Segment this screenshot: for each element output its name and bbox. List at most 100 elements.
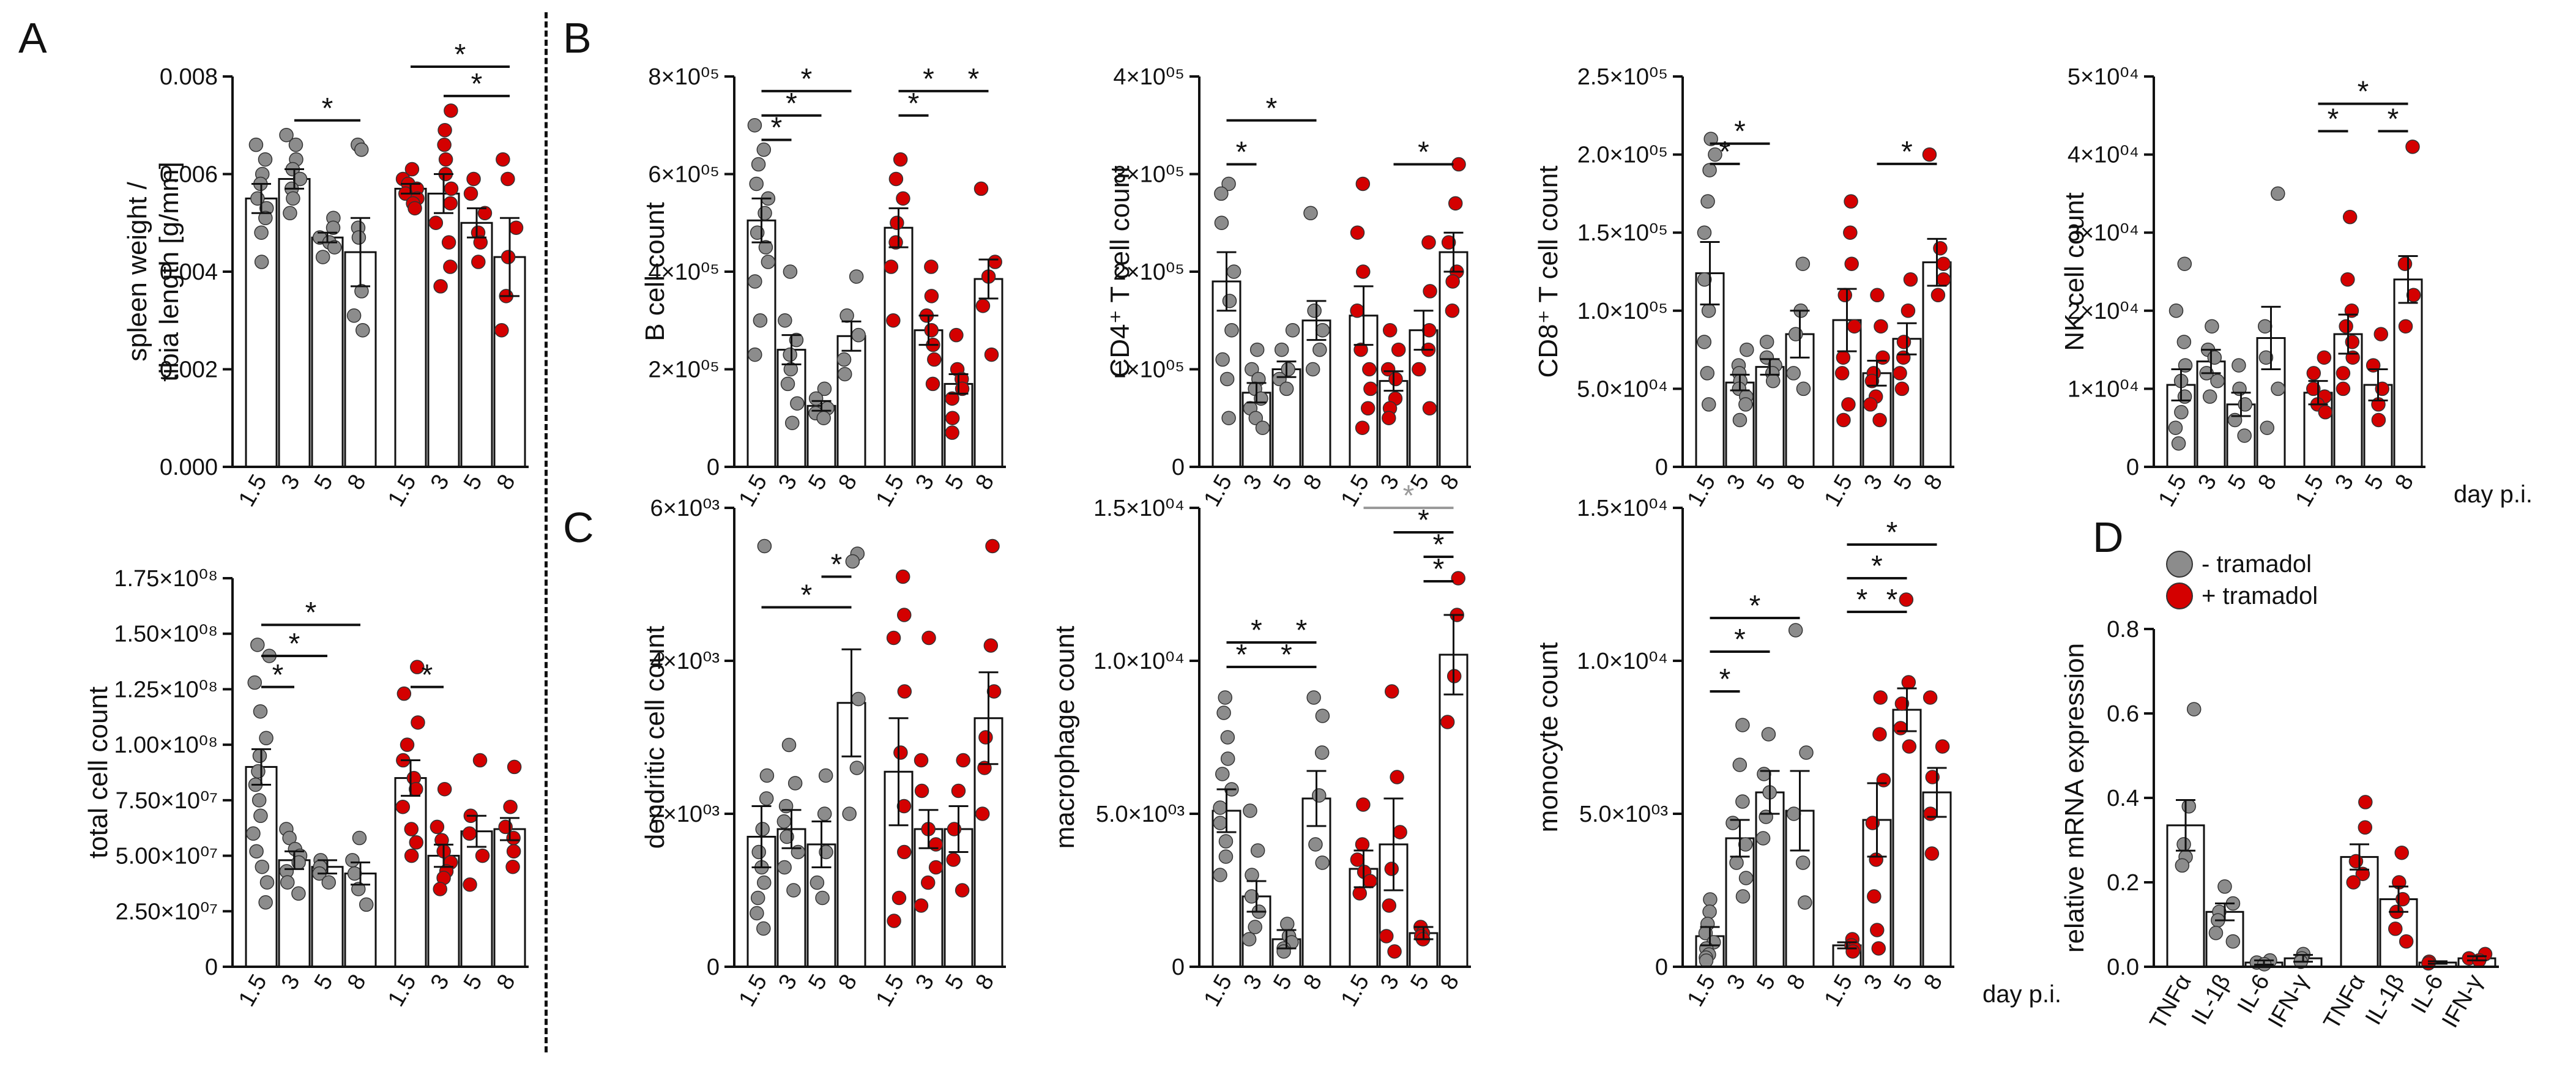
significance-star: * bbox=[1886, 516, 1898, 549]
bar bbox=[394, 187, 427, 468]
data-point bbox=[2358, 820, 2373, 835]
data-point bbox=[1360, 401, 1375, 416]
data-point bbox=[1315, 709, 1330, 723]
data-point bbox=[1923, 690, 1938, 705]
data-point bbox=[1847, 319, 1862, 334]
legend-swatch-red bbox=[2166, 583, 2193, 609]
data-point bbox=[345, 853, 360, 868]
data-point bbox=[1315, 322, 1330, 338]
data-point bbox=[1729, 855, 1744, 870]
data-point bbox=[1355, 176, 1371, 192]
data-point bbox=[1844, 194, 1858, 209]
x-tick-label: 3 bbox=[773, 970, 802, 994]
data-point bbox=[496, 152, 510, 167]
data-point bbox=[503, 799, 518, 814]
data-point bbox=[1382, 322, 1398, 338]
data-point bbox=[1220, 751, 1235, 766]
data-point bbox=[1388, 371, 1403, 387]
data-point bbox=[1218, 849, 1234, 864]
data-point bbox=[1740, 342, 1754, 357]
significance-star: * bbox=[1901, 136, 1913, 168]
data-point bbox=[254, 255, 269, 269]
data-point bbox=[2348, 854, 2364, 869]
data-point bbox=[1440, 715, 1455, 729]
data-point bbox=[2318, 404, 2333, 420]
data-point bbox=[920, 875, 936, 890]
data-point bbox=[945, 425, 959, 440]
data-point bbox=[437, 122, 452, 138]
data-point bbox=[975, 299, 991, 313]
x-tick-label: 5 bbox=[940, 471, 969, 494]
data-point bbox=[251, 764, 266, 779]
significance-star: * bbox=[1871, 550, 1883, 583]
data-point bbox=[949, 327, 964, 343]
data-point bbox=[1735, 889, 1751, 904]
data-point bbox=[1215, 352, 1230, 367]
data-point bbox=[759, 791, 774, 806]
data-point bbox=[851, 327, 866, 343]
y-tick-label: 7.50×10⁰⁷ bbox=[116, 788, 218, 814]
data-point bbox=[443, 259, 458, 274]
x-tick-label: 8 bbox=[1782, 471, 1811, 494]
data-point bbox=[1896, 350, 1911, 365]
data-point bbox=[985, 538, 1000, 554]
data-point bbox=[279, 127, 294, 143]
x-tick-label: 1.5 bbox=[1199, 970, 1238, 1011]
x-tick-label: 5 bbox=[310, 970, 338, 994]
data-point bbox=[475, 848, 490, 863]
x-axis-label: day p.i. bbox=[1982, 981, 2061, 1008]
data-point bbox=[808, 391, 824, 406]
data-point bbox=[1867, 889, 1882, 904]
y-tick-label: 1.50×10⁰⁸ bbox=[114, 622, 218, 647]
data-point bbox=[1356, 797, 1371, 812]
data-point bbox=[893, 152, 908, 167]
data-point bbox=[888, 171, 904, 187]
significance-star: * bbox=[1886, 584, 1898, 616]
data-point bbox=[842, 806, 857, 821]
data-point bbox=[1765, 373, 1781, 389]
y-tick-label: 6×10⁰³ bbox=[650, 496, 720, 521]
data-point bbox=[851, 691, 866, 707]
data-point bbox=[945, 391, 959, 406]
data-point bbox=[892, 890, 907, 906]
y-axis-label: dendritic cell count bbox=[640, 626, 670, 849]
x-tick-label: 1.5 bbox=[871, 471, 910, 512]
data-point bbox=[259, 875, 275, 890]
legend-label: + tramadol bbox=[2202, 582, 2318, 609]
data-point bbox=[1380, 362, 1396, 377]
data-point bbox=[2340, 272, 2355, 287]
x-tick-label: IFN-γ bbox=[2263, 970, 2314, 1032]
data-point bbox=[2205, 319, 2219, 334]
data-point bbox=[1837, 288, 1853, 303]
x-tick-label: 3 bbox=[277, 970, 305, 994]
data-point bbox=[896, 191, 910, 206]
data-point bbox=[955, 883, 970, 898]
data-point bbox=[1250, 843, 1265, 858]
data-point bbox=[928, 860, 944, 875]
data-point bbox=[254, 225, 269, 240]
significance-star: * bbox=[1433, 529, 1445, 561]
data-point bbox=[286, 191, 300, 206]
data-point bbox=[255, 859, 270, 874]
x-tick-label: 8 bbox=[1298, 970, 1327, 994]
data-point bbox=[2399, 934, 2414, 949]
x-tick-label: 5 bbox=[1889, 471, 1918, 494]
data-point bbox=[1836, 350, 1851, 365]
data-point bbox=[978, 730, 993, 745]
y-tick-label: 0.4 bbox=[2107, 786, 2139, 811]
data-point bbox=[280, 875, 295, 890]
data-point bbox=[897, 844, 912, 860]
data-point bbox=[508, 220, 524, 235]
data-point bbox=[776, 814, 792, 829]
data-point bbox=[2306, 381, 2321, 396]
data-point bbox=[780, 376, 795, 392]
x-tick-label: 3 bbox=[2193, 471, 2222, 494]
data-point bbox=[956, 753, 970, 768]
data-point bbox=[2174, 404, 2189, 420]
y-tick-label: 1.0×10⁰⁴ bbox=[1577, 649, 1668, 674]
data-point bbox=[315, 250, 330, 264]
data-point bbox=[1925, 770, 1940, 784]
data-point bbox=[1738, 837, 1753, 852]
x-tick-label: 5 bbox=[310, 471, 338, 494]
x-tick-label: 8 bbox=[2253, 471, 2282, 494]
